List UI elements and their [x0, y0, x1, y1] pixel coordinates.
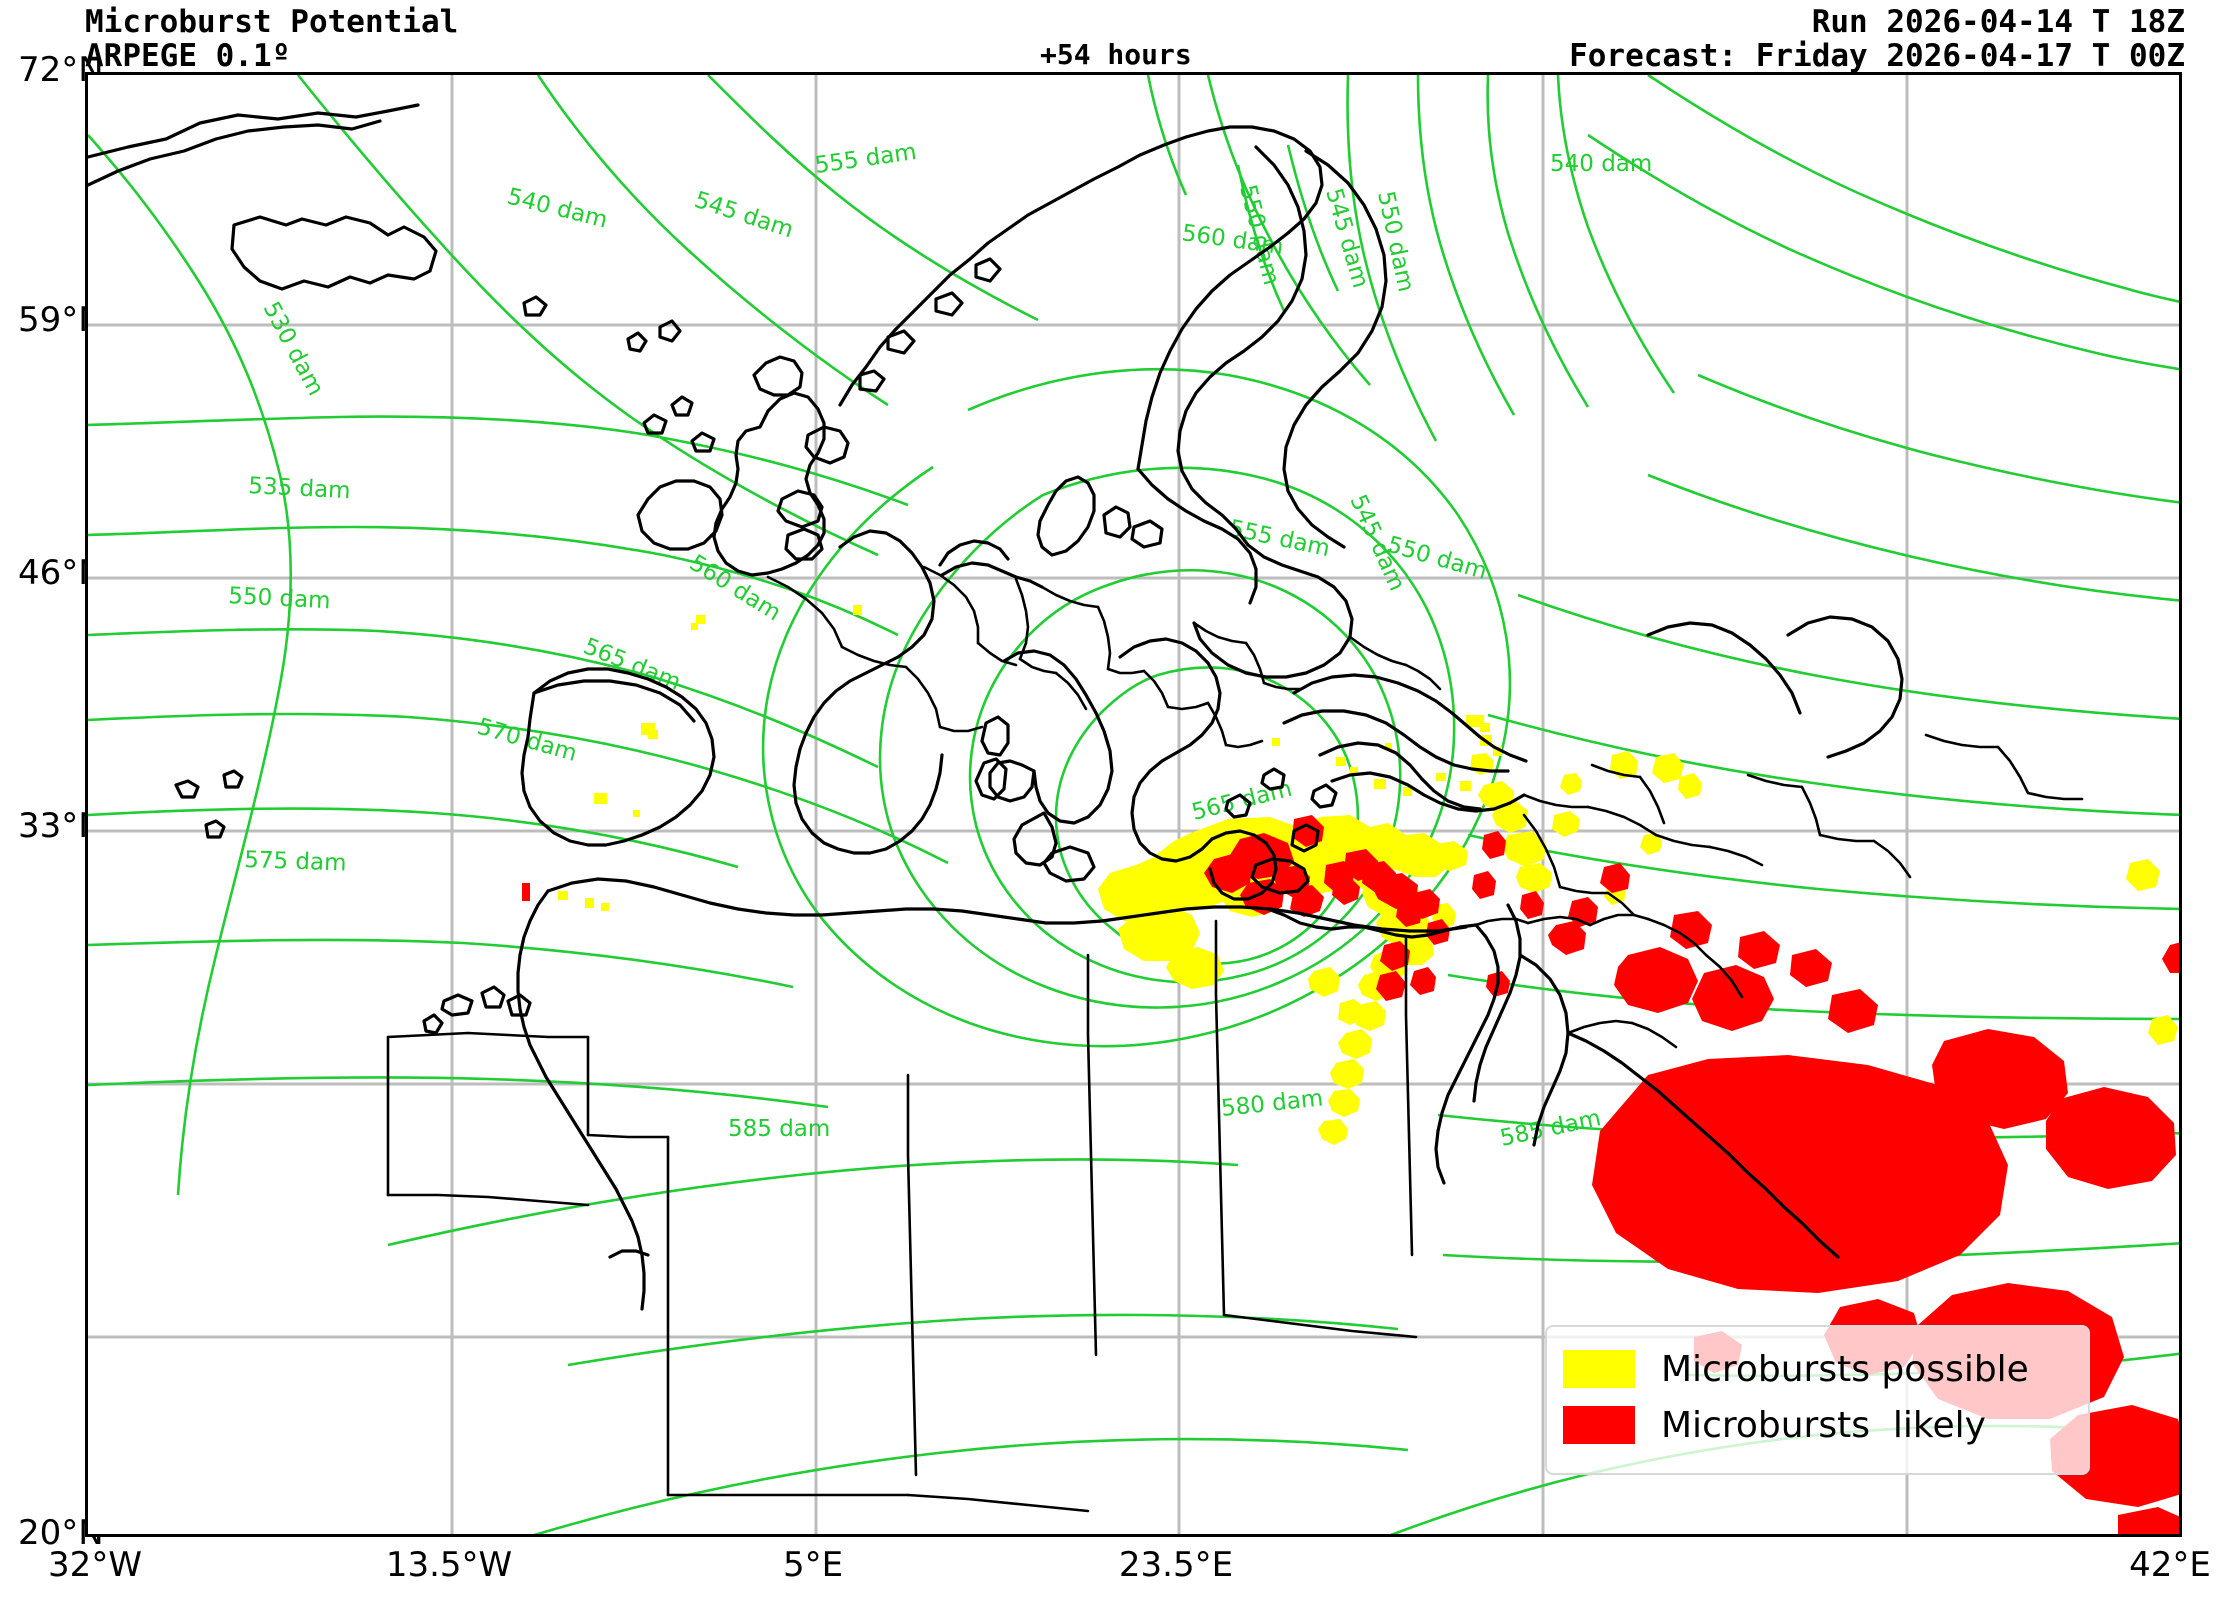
page-title: Microburst Potential — [85, 4, 459, 40]
run-timestamp: Run 2026-04-14 T 18Z — [1811, 4, 2185, 40]
contour-label: 585 dam — [1498, 1105, 1603, 1152]
contour-label: 585 dam — [728, 1116, 830, 1142]
contour-label: 565 dam — [580, 633, 685, 695]
contour-label: 565 dam — [1189, 776, 1295, 826]
map-legend[interactable]: Microbursts possible Microbursts likely — [1545, 1325, 2090, 1475]
contour-label: 545 dam — [691, 187, 796, 243]
contour-label: 540 dam — [505, 184, 611, 234]
geopotential-contours — [88, 75, 2179, 1534]
microburst-likely-overlay — [522, 815, 2179, 1534]
legend-label-possible: Microbursts possible — [1661, 1348, 2029, 1390]
contour-label: 550 dam — [228, 583, 332, 614]
legend-label-likely: Microbursts likely — [1661, 1404, 1986, 1446]
contour-label-group: 530 dam 540 dam 545 dam 555 dam 540 dam 545 d… — [228, 139, 1653, 1152]
contour-label: 530 dam — [258, 298, 329, 401]
model-subtitle: ARPEGE 0.1º — [85, 38, 291, 74]
contour-label: 545 dam — [1320, 185, 1373, 291]
legend-item-possible[interactable]: Microbursts possible — [1563, 1341, 2072, 1397]
map-plot-area[interactable]: 530 dam 540 dam 545 dam 555 dam 540 dam 545 d… — [85, 72, 2182, 1537]
y-axis-tick-46n: 46°N — [18, 553, 104, 593]
contour-label: 540 dam — [1550, 151, 1652, 177]
legend-swatch-yellow — [1563, 1350, 1635, 1388]
weather-map: 530 dam 540 dam 545 dam 555 dam 540 dam 545 d… — [88, 75, 2179, 1534]
contour-label: 555 dam — [813, 139, 918, 179]
x-axis-tick-23-5e: 23.5°E — [1118, 1545, 1234, 1585]
x-axis-tick-5e: 5°E — [782, 1545, 844, 1585]
contour-label: 575 dam — [244, 847, 347, 877]
forecast-timestamp: Forecast: Friday 2026-04-17 T 00Z — [1569, 38, 2185, 74]
y-axis-tick-59n: 59°N — [18, 300, 104, 340]
contour-label: 535 dam — [248, 473, 352, 504]
contour-label: 580 dam — [1220, 1085, 1324, 1122]
forecast-hours: +54 hours — [1040, 38, 1192, 71]
coastlines — [88, 103, 2084, 1513]
y-axis-tick-33n: 33°N — [18, 806, 104, 846]
x-axis-tick-13-5w: 13.5°W — [385, 1545, 513, 1585]
x-axis-tick-32w: 32°W — [48, 1545, 142, 1585]
legend-item-likely[interactable]: Microbursts likely — [1563, 1397, 2072, 1453]
contour-label: 560 dam — [685, 550, 786, 626]
x-axis-tick-42e: 42°E — [2129, 1545, 2211, 1585]
y-axis-tick-72n: 72°N — [18, 50, 104, 90]
legend-swatch-red — [1563, 1406, 1635, 1444]
